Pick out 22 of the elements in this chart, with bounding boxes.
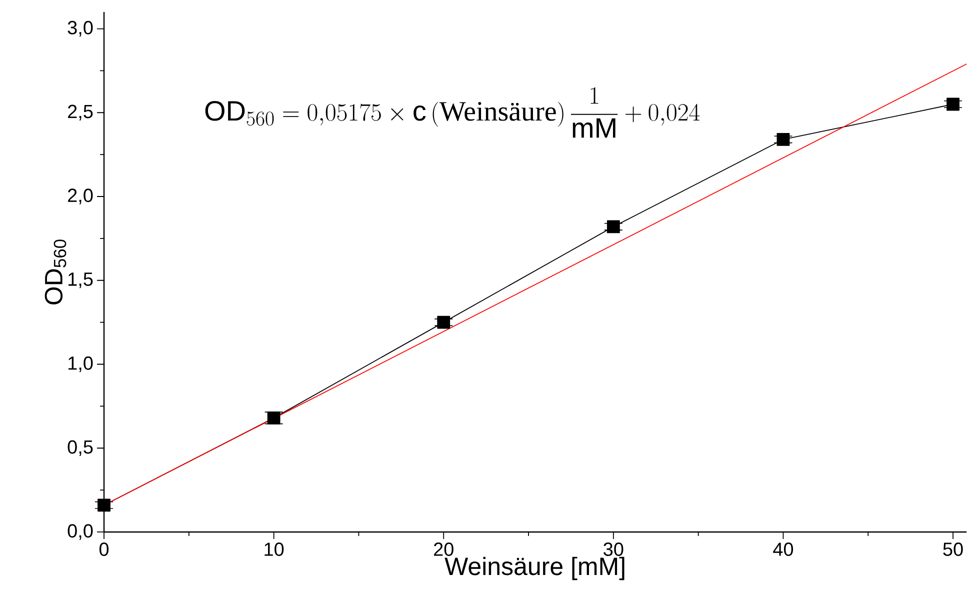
x-axis-title: Weinsäure [mM] (444, 556, 624, 580)
y-axis-title: OD$_{560}$ (44, 240, 66, 304)
point (98, 498, 110, 512)
point (606, 220, 620, 234)
y-tick-label: 3,0 (68, 20, 93, 37)
point (267, 411, 280, 424)
y-tick-label: 1,5 (68, 272, 93, 288)
y-tick-label: 2,0 (68, 188, 93, 204)
x-tick-label: 0 (99, 542, 109, 556)
x-tick-label: 50 (943, 542, 963, 556)
point (776, 133, 790, 146)
annotation: $\mathrm{OD}_{560}=0{,}05175\times \mathrm{c}\left(\text{Weinsäure}\right)\frac{1}{\mathrm{mM}}+0{,}024$ (205, 87, 700, 138)
y-tick-label: 0,5 (68, 440, 93, 456)
point (437, 316, 450, 329)
point (946, 98, 960, 111)
y-tick-label: 1,0 (68, 356, 93, 372)
x-tick-label: 40 (773, 542, 794, 556)
y-tick-label: 0,0 (68, 524, 93, 540)
x-tick-label: 10 (264, 542, 284, 556)
x-tick-label: 30 (604, 542, 624, 556)
x-tick-label: 20 (434, 542, 454, 556)
y-tick-label: 2,5 (68, 104, 93, 120)
